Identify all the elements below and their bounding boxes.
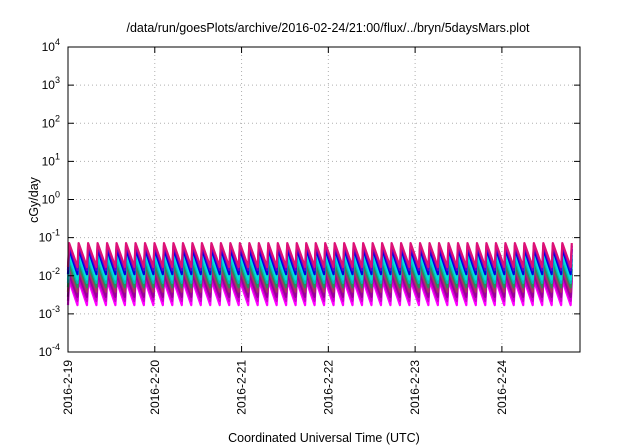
x-axis-label: Coordinated Universal Time (UTC) (228, 431, 420, 445)
y-tick-label: 100 (42, 190, 60, 207)
x-tick-label: 2016-2-19 (61, 360, 75, 415)
x-tick-label: 2016-2-23 (408, 360, 422, 415)
series-line-7 (66, 253, 573, 281)
y-tick-label: 101 (42, 151, 60, 168)
series-line-10 (66, 241, 573, 269)
y-tick-label: 10-3 (39, 304, 60, 321)
y-tick-label: 102 (42, 113, 60, 130)
series-line-2 (66, 276, 573, 302)
y-axis-ticks: 10-4 10-3 10-2 10-1 100 101 102 103 104 (39, 37, 580, 359)
chart-title: /data/run/goesPlots/archive/2016-02-24/2… (126, 21, 530, 35)
y-tick-label: 10-4 (39, 342, 60, 359)
series-line-5 (66, 263, 573, 289)
series-line-4 (66, 267, 573, 293)
series-line-3 (66, 273, 573, 298)
x-tick-label: 2016-2-22 (321, 360, 335, 415)
y-tick-label: 10-2 (39, 266, 60, 283)
x-tick-label: 2016-2-21 (235, 360, 249, 415)
x-axis-ticks: 2016-2-19 2016-2-20 2016-2-21 2016-2-22 2016… (61, 47, 509, 415)
series-line-8 (66, 248, 573, 276)
y-axis-label: cGy/day (27, 176, 41, 223)
series-line-6 (66, 257, 573, 284)
grid (68, 47, 580, 352)
y-tick-label: 104 (42, 37, 60, 54)
y-tick-label: 103 (42, 75, 60, 92)
y-tick-label: 10-1 (39, 228, 60, 245)
x-tick-label: 2016-2-24 (495, 360, 509, 415)
x-tick-label: 2016-2-20 (148, 360, 162, 415)
series-group (66, 241, 573, 307)
